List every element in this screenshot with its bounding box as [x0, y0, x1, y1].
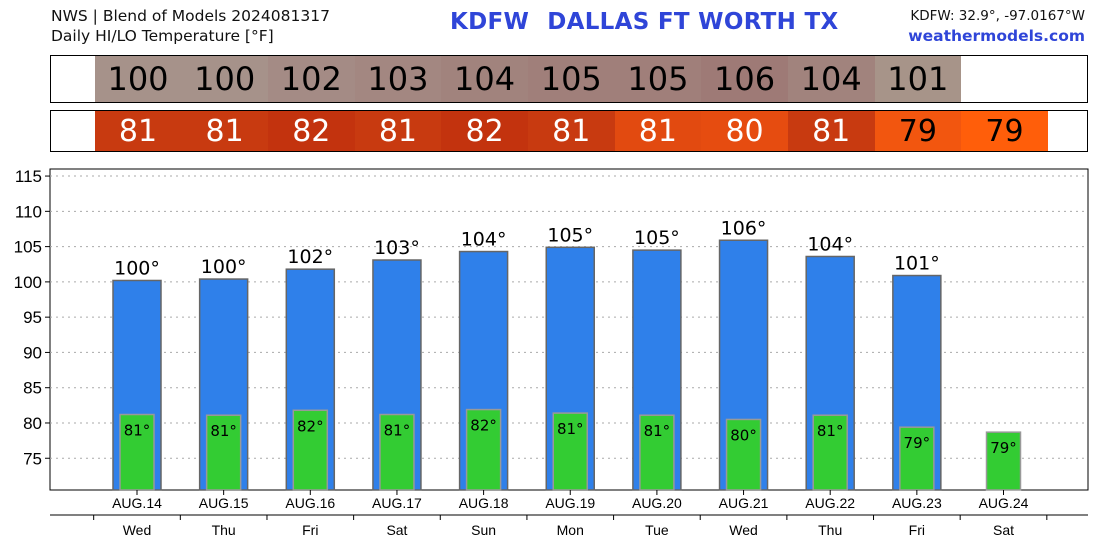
hi-strip-cell: 104	[787, 56, 875, 102]
lo-bar-label: 79°	[904, 434, 931, 452]
lo-strip-cell: 82	[267, 111, 355, 151]
y-tick-label: 105	[14, 238, 42, 257]
x-date-label: AUG.17	[372, 495, 422, 511]
station-title: KDFW DALLAS FT WORTH TX	[450, 9, 839, 35]
hi-strip-cell: 103	[354, 56, 442, 102]
hi-strip-cell: 105	[527, 56, 615, 102]
header-right: KDFW: 32.9°, -97.0167°W weathermodels.co…	[908, 6, 1085, 46]
site-link[interactable]: weathermodels.com	[908, 27, 1085, 45]
hi-bar-label: 104°	[461, 229, 507, 251]
x-day-label: Thu	[818, 522, 842, 538]
x-day-label: Wed	[123, 522, 152, 538]
lo-strip-cell: 81	[614, 111, 702, 151]
x-date-label: AUG.19	[545, 495, 595, 511]
lo-strip-cell: 79	[961, 111, 1048, 151]
x-date-label: AUG.21	[719, 495, 769, 511]
lo-bar-label: 81°	[384, 422, 411, 440]
lo-strip-cell: 81	[787, 111, 875, 151]
hi-bar-label: 101°	[894, 253, 940, 275]
lo-strip-cell: 81	[181, 111, 268, 151]
hi-temperature-strip: 100 100 102 103 104 105 105 106 104 101	[50, 55, 1088, 103]
lo-strip-cell: 79	[874, 111, 962, 151]
lo-strip-cell: 81	[527, 111, 615, 151]
hi-bar-label: 102°	[287, 246, 333, 268]
hi-bar-label: 100°	[201, 256, 247, 278]
lo-bar-label: 81°	[557, 420, 584, 438]
y-tick-label: 100	[14, 273, 42, 292]
hi-strip-cell: 106	[701, 56, 788, 102]
x-day-label: Sat	[386, 522, 407, 538]
x-day-label: Fri	[302, 522, 318, 538]
x-day-label: Wed	[729, 522, 758, 538]
temperature-chart: 75 80 85 90 95 100 105 110 115 100° 100° 102° 103° 10…	[14, 167, 1089, 538]
lo-bar-label: 82°	[297, 417, 324, 435]
y-tick-label: 85	[23, 379, 42, 398]
x-day-label: Sat	[993, 522, 1014, 538]
lo-bar-label: 79°	[990, 439, 1017, 457]
product-line: Daily HI/LO Temperature [°F]	[51, 27, 274, 45]
y-tick-label: 75	[23, 449, 42, 468]
station-id: KDFW	[450, 9, 530, 35]
hi-strip-cell: 100	[181, 56, 268, 102]
lo-temperature-strip: 81 81 82 81 82 81 81 80 81 79 79	[50, 110, 1088, 152]
lo-bar-label: 82°	[470, 417, 497, 435]
lo-bar	[119, 413, 155, 491]
lo-bar	[552, 412, 588, 491]
y-tick-label: 90	[23, 343, 42, 362]
lo-bar	[725, 418, 762, 491]
lo-strip-cell: 81	[94, 111, 182, 151]
x-date-label: AUG.22	[805, 495, 855, 511]
station-name: DALLAS FT WORTH TX	[547, 9, 839, 35]
x-day-label: Sun	[471, 522, 496, 538]
hi-bar-label: 103°	[374, 237, 420, 259]
lo-bar	[465, 408, 502, 491]
x-date-label: AUG.23	[892, 495, 942, 511]
hi-bar-label: 100°	[114, 257, 160, 279]
source-line: NWS | Blend of Models 2024081317	[51, 7, 330, 25]
hi-bar-label: 105°	[634, 227, 680, 249]
hi-strip-cell: 100	[94, 56, 182, 102]
x-day-label: Thu	[212, 522, 236, 538]
hi-bar-label: 105°	[547, 224, 593, 246]
lo-bar-label: 81°	[644, 422, 671, 440]
x-date-label: AUG.18	[459, 495, 509, 511]
lo-strip-cell: 80	[701, 111, 788, 151]
x-day-label: Fri	[909, 522, 925, 538]
x-date-label: AUG.24	[979, 495, 1029, 511]
hi-bar-label: 104°	[807, 233, 853, 255]
station-coords: KDFW: 32.9°, -97.0167°W	[910, 8, 1085, 24]
x-day-label: Mon	[557, 522, 584, 538]
x-date-label: AUG.16	[285, 495, 335, 511]
y-tick-label: 95	[23, 308, 42, 327]
hi-strip-cell: 105	[614, 56, 702, 102]
hi-strip-cell: 101	[874, 56, 962, 102]
lo-strip-cell: 81	[354, 111, 442, 151]
lo-bar-label: 81°	[124, 422, 151, 440]
lo-bar-label: 81°	[210, 422, 237, 440]
lo-bar	[812, 414, 848, 491]
hi-strip-cell: 104	[441, 56, 528, 102]
lo-bar	[985, 431, 1022, 491]
lo-bar-label: 80°	[730, 426, 757, 444]
y-tick-label: 115	[15, 167, 42, 186]
x-date-label: AUG.15	[199, 495, 249, 511]
x-date-label: AUG.20	[632, 495, 682, 511]
lo-bar-label: 81°	[817, 422, 844, 440]
header-left: NWS | Blend of Models 2024081317 Daily H…	[51, 6, 330, 46]
hi-strip-cell: 102	[267, 56, 355, 102]
hi-bar-label: 106°	[721, 217, 767, 239]
y-tick-label: 110	[15, 202, 42, 221]
x-date-label: AUG.14	[112, 495, 162, 511]
x-day-label: Tue	[645, 522, 669, 538]
y-tick-label: 80	[23, 414, 42, 433]
lo-strip-cell: 82	[441, 111, 528, 151]
